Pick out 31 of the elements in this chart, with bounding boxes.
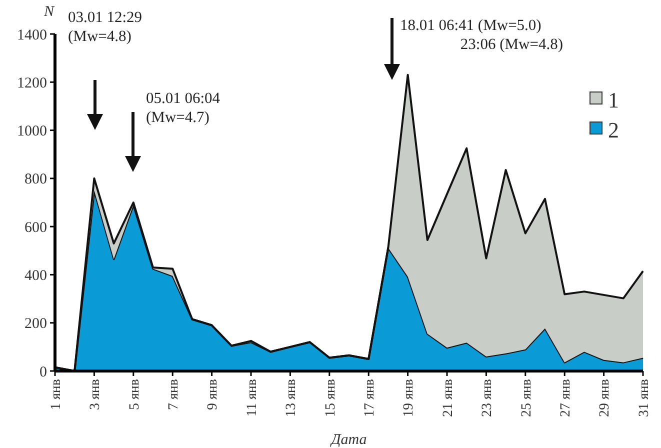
x-tick-label: 19 янв (402, 378, 417, 418)
x-tick-label: 1 янв (48, 378, 64, 410)
annotation: 03.01 12:29 (Mw=4.8) (68, 9, 142, 45)
y-tick-label: 1000 (17, 124, 47, 140)
x-tick-label: 15 янв (323, 378, 338, 418)
x-tick-label: 23 янв (480, 378, 496, 418)
annotation: 18.01 06:41 (Mw=5.0) 23:06 (Mw=4.8) (400, 17, 563, 53)
x-tick-label: 31 янв (636, 378, 652, 418)
x-tick-label: 3 янв (88, 378, 104, 410)
x-tick-label: 27 янв (558, 378, 574, 418)
x-tick-label: 25 янв (519, 378, 534, 418)
y-tick-label: 400 (24, 268, 47, 284)
y-tick-label: 0 (40, 364, 47, 380)
x-tick-label: 17 янв (362, 378, 378, 418)
x-tick-label: 11 янв (244, 378, 260, 417)
y-tick-label: 1200 (17, 75, 47, 92)
legend-label: 2 (608, 118, 619, 143)
y-tick-label: 1400 (17, 27, 47, 44)
x-tick-label: 5 янв (127, 378, 142, 410)
x-axis-title: Дата (329, 432, 367, 448)
x-tick-label: 7 янв (166, 378, 182, 410)
x-tick-label: 13 янв (284, 378, 300, 418)
x-tick-label: 29 янв (598, 378, 613, 418)
x-tick-label: 9 янв (206, 378, 221, 410)
x-tick-label: 21 янв (440, 378, 456, 418)
annotation: 05.01 06:04 (Mw=4.7) (146, 90, 220, 126)
y-tick-label: 600 (24, 220, 47, 236)
y-tick-label: 200 (24, 316, 47, 332)
legend-label: 1 (608, 88, 619, 113)
y-axis-title: N (42, 4, 55, 20)
y-tick-label: 800 (24, 172, 47, 188)
